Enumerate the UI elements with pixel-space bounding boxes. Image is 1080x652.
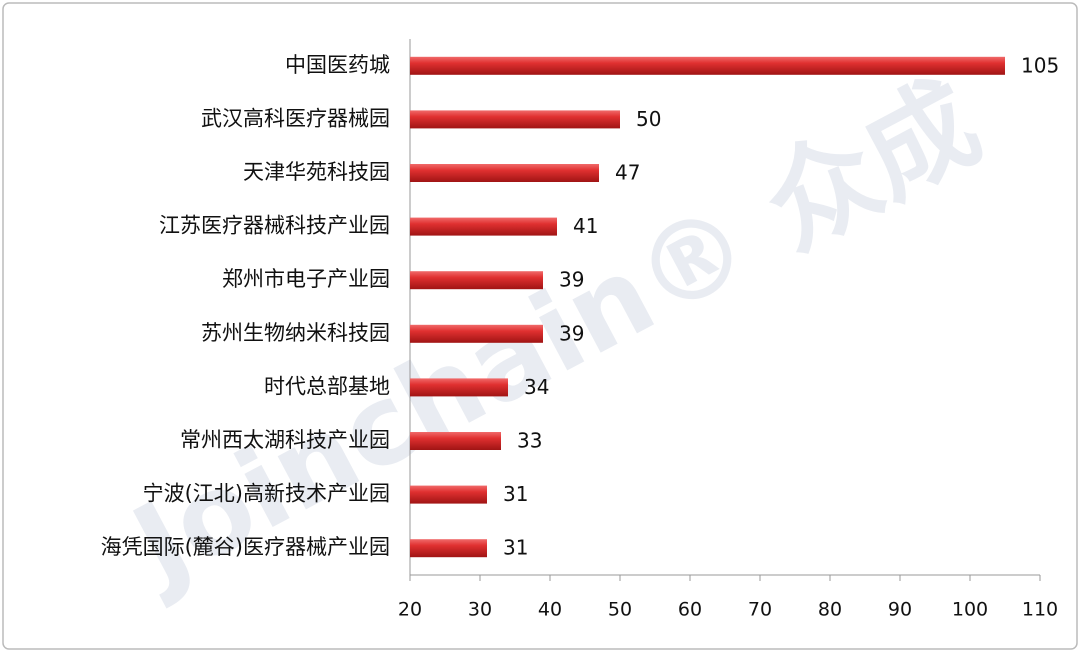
bar <box>410 110 620 129</box>
bar <box>410 378 508 397</box>
category-label: 武汉高科医疗器械园 <box>201 106 390 130</box>
category-label: 苏州生物纳米科技园 <box>201 321 390 345</box>
value-label: 31 <box>503 482 528 506</box>
category-label: 常州西太湖科技产业园 <box>180 428 390 452</box>
category-label: 宁波(江北)高新技术产业园 <box>143 482 390 506</box>
bar <box>410 271 543 290</box>
value-label: 39 <box>559 321 584 345</box>
bar <box>410 217 557 236</box>
value-label: 47 <box>615 161 640 185</box>
value-label: 105 <box>1021 53 1059 77</box>
category-label: 中国医药城 <box>285 53 390 77</box>
bar <box>410 432 501 450</box>
category-label: 时代总部基地 <box>264 374 390 398</box>
category-label: 江苏医疗器械科技产业园 <box>159 214 390 238</box>
category-label: 郑州市电子产业园 <box>222 267 390 291</box>
value-label: 41 <box>573 214 598 238</box>
value-label: 34 <box>524 375 549 399</box>
x-tick-label: 20 <box>398 599 422 621</box>
x-tick-label: 40 <box>538 599 562 621</box>
value-label: 50 <box>636 107 661 131</box>
value-label: 33 <box>517 429 542 453</box>
x-tick-label: 30 <box>468 599 492 621</box>
x-tick-label: 70 <box>748 599 772 621</box>
x-tick-label: 80 <box>818 599 842 621</box>
value-label: 39 <box>559 268 584 292</box>
bar <box>410 485 487 504</box>
bar <box>410 56 1005 75</box>
category-label: 天津华苑科技园 <box>243 160 390 184</box>
x-tick-label: 60 <box>678 599 702 621</box>
bar <box>410 164 599 182</box>
x-tick-label: 50 <box>608 599 632 621</box>
x-tick-label: 110 <box>1022 599 1058 621</box>
category-label: 海凭国际(麓谷)医疗器械产业园 <box>101 535 390 559</box>
value-label: 31 <box>503 536 528 560</box>
bar <box>410 324 543 343</box>
bar <box>410 539 487 558</box>
x-tick-label: 100 <box>952 599 988 621</box>
x-tick-label: 90 <box>888 599 912 621</box>
